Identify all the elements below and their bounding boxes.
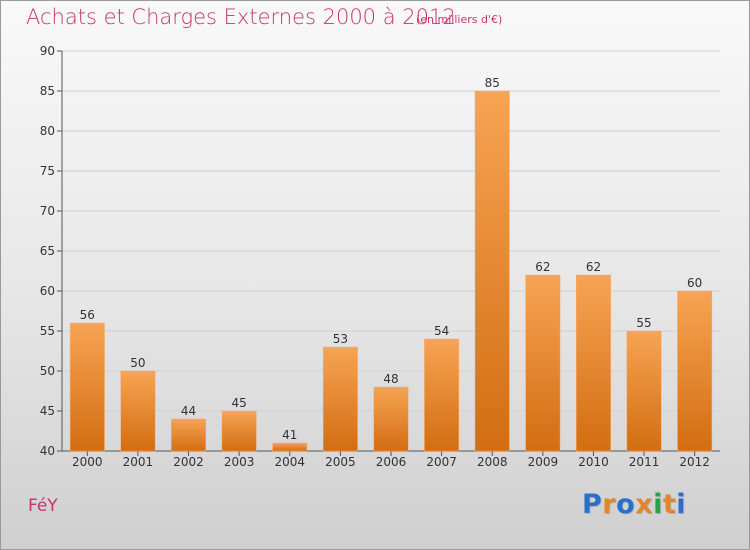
data-label: 48 (383, 372, 398, 386)
y-tick-label: 60 (40, 284, 55, 298)
bar[interactable] (424, 338, 460, 452)
y-tick-label: 55 (40, 324, 55, 338)
data-label: 41 (282, 428, 297, 442)
bar-layer (69, 90, 713, 452)
bar[interactable] (272, 442, 308, 452)
y-tick-label: 75 (40, 164, 55, 178)
logo-letter: t (662, 489, 677, 520)
y-tick-label: 45 (40, 404, 55, 418)
town-name: FéY (28, 496, 58, 516)
data-label: 85 (485, 76, 500, 90)
y-tick-label: 65 (40, 244, 55, 258)
chart-title: Achats et Charges Externes 2000 à 2012 (26, 5, 456, 29)
x-tick-label: 2003 (224, 455, 255, 469)
x-tick-label: 2012 (679, 455, 710, 469)
bar[interactable] (69, 322, 105, 452)
y-tick-label: 80 (40, 124, 55, 138)
bar[interactable] (677, 290, 713, 452)
data-label: 50 (130, 356, 145, 370)
x-tick-label: 2002 (173, 455, 204, 469)
data-label: 44 (181, 404, 196, 418)
x-tick-label: 2007 (426, 455, 457, 469)
data-label: 62 (586, 260, 601, 274)
bar[interactable] (474, 90, 510, 452)
logo-letter: P (582, 489, 603, 520)
x-tick-label: 2008 (477, 455, 508, 469)
logo-letter: i (653, 489, 663, 520)
y-tick-label: 70 (40, 204, 55, 218)
x-tick-label: 2000 (72, 455, 103, 469)
data-label: 56 (80, 308, 95, 322)
proxiti-logo[interactable]: Proxiti (582, 489, 686, 520)
bar[interactable] (322, 346, 358, 452)
x-tick-label: 2009 (528, 455, 559, 469)
x-tick-label: 2005 (325, 455, 356, 469)
logo-letter: o (616, 489, 636, 520)
bar[interactable] (626, 330, 662, 452)
bar[interactable] (576, 274, 611, 452)
data-label: 54 (434, 324, 449, 338)
x-tick-label: 2011 (629, 455, 660, 469)
data-label: 55 (636, 316, 651, 330)
logo-letter: r (602, 489, 617, 520)
logo-letter: x (635, 489, 654, 520)
chart-subtitle: (en milliers d'€) (416, 13, 503, 26)
bar[interactable] (120, 370, 156, 452)
bar[interactable] (221, 410, 257, 452)
data-label: 45 (232, 396, 247, 410)
bar[interactable] (171, 418, 206, 452)
bar[interactable] (373, 386, 409, 452)
x-tick-label: 2004 (274, 455, 305, 469)
data-label: 62 (535, 260, 550, 274)
y-tick-label: 85 (40, 84, 55, 98)
x-tick-label: 2001 (123, 455, 154, 469)
x-tick-label: 2010 (578, 455, 609, 469)
y-tick-label: 90 (40, 44, 55, 58)
data-label: 53 (333, 332, 348, 346)
data-label: 60 (687, 276, 702, 290)
logo-letter: i (676, 489, 687, 520)
bar[interactable] (525, 274, 561, 452)
label-layer: 56 50 44 45 41 53 48 54 85 62 62 55 60 (80, 76, 703, 442)
y-tick-label: 40 (40, 444, 55, 458)
x-tick-label: 2006 (376, 455, 407, 469)
y-tick-label: 50 (40, 364, 55, 378)
